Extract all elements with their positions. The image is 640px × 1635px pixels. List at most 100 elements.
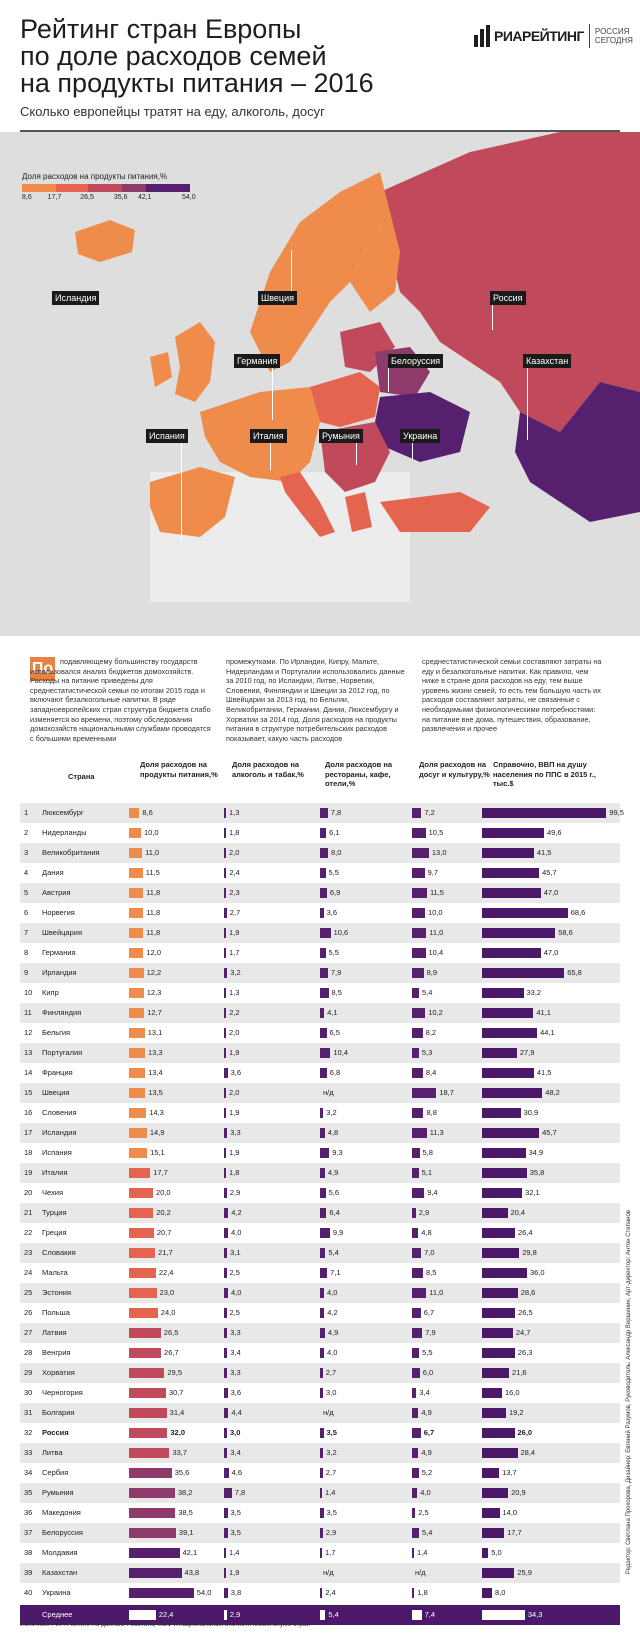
value-restaurants: 1,7 <box>325 1548 336 1557</box>
table-row: 30 Черногория 30,7 3,6 3,0 3,4 16,0 <box>20 1383 620 1403</box>
bar-alcohol <box>224 1308 227 1318</box>
ria-logo-icon <box>474 25 490 47</box>
bar-alcohol <box>224 1508 228 1518</box>
bar-alcohol <box>224 908 227 918</box>
ria-logo: РИАРЕЙТИНГ РОССИЯ СЕГОДНЯ <box>474 24 635 48</box>
value-restaurants: 6,5 <box>329 1028 340 1037</box>
value-leisure: 10,5 <box>428 828 444 837</box>
value-restaurants: 5,5 <box>328 868 339 877</box>
country-name: Португалия <box>42 1048 83 1057</box>
table-row-average: Среднее 22,4 2,9 5,4 7,4 34,3 <box>20 1605 620 1625</box>
legend-tick: 8,6 <box>22 194 32 201</box>
value-food: 42,1 <box>182 1548 198 1557</box>
bar-leisure <box>412 888 427 898</box>
value-gdp: 47,0 <box>543 888 559 897</box>
value-leisure: 4,9 <box>421 1448 432 1457</box>
rank: 40 <box>24 1588 33 1597</box>
rank: 39 <box>24 1568 33 1577</box>
region-iberia <box>150 467 235 537</box>
rank: 22 <box>24 1228 33 1237</box>
bar-alcohol <box>224 1448 228 1458</box>
bar-alcohol <box>224 1228 228 1238</box>
bar-leisure <box>412 1368 420 1378</box>
value-alcohol: 2,2 <box>229 1008 240 1017</box>
bar-gdp <box>482 1408 506 1418</box>
table-row: 7 Швейцария 11,8 1,9 10,6 11,0 58,6 <box>20 923 620 943</box>
value-gdp: 20,9 <box>511 1488 526 1497</box>
value-restaurants: н/д <box>323 1088 334 1097</box>
value-gdp: 28,6 <box>520 1288 536 1297</box>
value-restaurants: 7,8 <box>330 808 342 817</box>
bar-gdp <box>482 1208 508 1218</box>
country-name: Великобритания <box>42 848 100 857</box>
map-label-leader <box>388 366 389 392</box>
rank: 38 <box>24 1548 33 1557</box>
value-leisure: 7,0 <box>424 1248 435 1257</box>
rank: 13 <box>24 1048 33 1057</box>
value-gdp: 44,1 <box>540 1028 555 1037</box>
value-restaurants: 5,4 <box>328 1248 339 1257</box>
bar-alcohol <box>224 988 226 998</box>
value-restaurants: 4,9 <box>327 1328 339 1337</box>
value-food: 35,6 <box>174 1468 190 1477</box>
rank: 15 <box>24 1088 33 1097</box>
value-leisure: 6,7 <box>423 1308 435 1317</box>
value-leisure: 4,0 <box>420 1488 431 1497</box>
value-food: 11,8 <box>146 908 161 917</box>
table-row: 26 Польша 24,0 2,5 4,2 6,7 26,5 <box>20 1303 620 1323</box>
bar-gdp <box>482 928 556 938</box>
bar-alcohol <box>224 1468 229 1478</box>
bar-alcohol <box>224 1610 227 1620</box>
value-restaurants: н/д <box>323 1408 334 1417</box>
legend-tick: 17,7 <box>47 194 62 201</box>
value-alcohol: 7,8 <box>234 1488 246 1497</box>
country-name: Мальта <box>42 1268 68 1277</box>
bar-gdp <box>482 1248 520 1258</box>
rank: 5 <box>24 888 29 897</box>
bar-food <box>129 1208 154 1218</box>
bar-restaurants <box>320 1068 327 1078</box>
bar-alcohol <box>224 1188 227 1198</box>
value-leisure: 8,5 <box>426 1268 437 1277</box>
rank: 31 <box>24 1408 33 1417</box>
map-label: Италия <box>250 429 287 443</box>
bar-restaurants <box>320 1488 322 1498</box>
rank: 4 <box>24 868 29 877</box>
map-label: Россия <box>490 291 526 305</box>
value-restaurants: 3,2 <box>326 1448 337 1457</box>
value-gdp: 34,3 <box>527 1610 543 1619</box>
value-alcohol: 2,0 <box>229 1088 240 1097</box>
value-restaurants: 4,8 <box>327 1128 339 1137</box>
value-food: 12,2 <box>146 968 162 977</box>
bar-alcohol <box>224 1428 227 1438</box>
value-leisure: 7,9 <box>425 1328 436 1337</box>
bar-leisure <box>412 1008 426 1018</box>
value-gdp: 35,8 <box>529 1168 545 1177</box>
bar-restaurants <box>320 1148 330 1158</box>
bar-food <box>129 1308 158 1318</box>
map-label: Белоруссия <box>388 354 444 368</box>
value-food: 22,4 <box>158 1610 174 1619</box>
value-leisure: 4,8 <box>421 1228 432 1237</box>
bar-restaurants <box>320 1208 327 1218</box>
value-alcohol: 4,2 <box>231 1208 242 1217</box>
value-alcohol: 2,9 <box>229 1610 241 1619</box>
bar-restaurants <box>320 968 328 978</box>
rank: 21 <box>24 1208 33 1217</box>
value-gdp: 25,9 <box>517 1568 532 1577</box>
rank: 30 <box>24 1388 33 1397</box>
value-restaurants: 6,8 <box>329 1068 341 1077</box>
value-leisure: н/д <box>415 1568 426 1577</box>
country-name: Австрия <box>42 888 71 897</box>
value-leisure: 8,4 <box>425 1068 437 1077</box>
bar-leisure <box>412 1548 414 1558</box>
value-food: 32,0 <box>170 1428 185 1437</box>
rank: 27 <box>24 1328 33 1337</box>
value-restaurants: 4,0 <box>327 1348 338 1357</box>
value-restaurants: 3,2 <box>326 1108 337 1117</box>
value-gdp: 26,4 <box>518 1228 533 1237</box>
value-restaurants: 3,0 <box>326 1388 337 1397</box>
value-leisure: 3,4 <box>419 1388 430 1397</box>
intro-col-1: подавляющему большинству государств испо… <box>30 657 211 743</box>
value-leisure: 5,1 <box>421 1168 433 1177</box>
